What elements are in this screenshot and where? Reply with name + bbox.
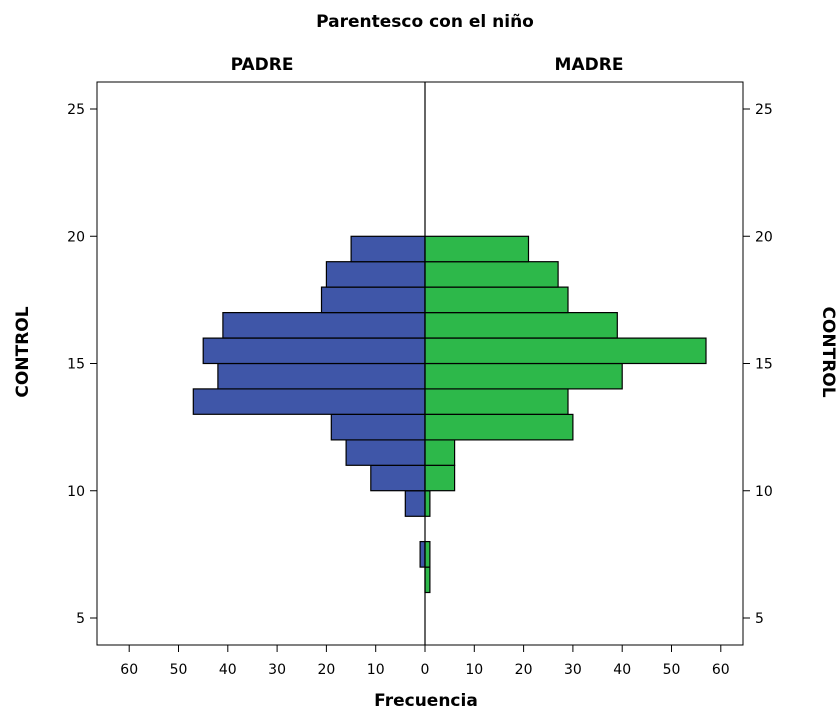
- bar-padre-0: [404, 490, 426, 517]
- y-tick-label-left-10: 10: [67, 484, 85, 500]
- bar-madre-0: [424, 566, 431, 594]
- x-axis: 0 10 10 20 20 30 30 40 40 50 50 60 60: [120, 645, 730, 678]
- bar-madre-2: [424, 490, 431, 517]
- bar-madre-6: [424, 388, 569, 415]
- bar-padre-9: [325, 261, 426, 288]
- y-tick-label-left-25: 25: [67, 102, 85, 118]
- bar-madre-8: [424, 337, 707, 365]
- chart-title: Parentesco con el niño: [316, 12, 534, 32]
- bars-group: [192, 235, 707, 594]
- bar-madre-7: [424, 362, 623, 390]
- bar-padre-4: [192, 388, 426, 415]
- x-tick-label-left-60: 60: [120, 662, 138, 678]
- x-tick-label-right-30: 30: [564, 662, 582, 678]
- x-tick-label-right-10: 10: [465, 662, 483, 678]
- x-tick-label-left-50: 50: [170, 662, 188, 678]
- y-axis-left: 5 10 15 20 25: [67, 102, 97, 627]
- y-tick-label-left-5: 5: [76, 611, 85, 627]
- y-tick-label-right-25: 25: [755, 102, 773, 118]
- y-axis-right: 5 10 15 20 25: [743, 102, 773, 627]
- bar-madre-12: [424, 235, 530, 263]
- bar-madre-9: [424, 312, 618, 339]
- x-tick-label-right-0: 0: [421, 662, 430, 678]
- x-tick-label-right-40: 40: [613, 662, 631, 678]
- bar-madre-3: [424, 464, 456, 492]
- bar-padre-7: [222, 312, 426, 339]
- x-tick-label-right-50: 50: [663, 662, 681, 678]
- x-tick-label-left-10: 10: [367, 662, 385, 678]
- y-tick-label-right-5: 5: [755, 611, 764, 627]
- bar-madre-1: [424, 540, 431, 568]
- bar-madre-5: [424, 413, 574, 441]
- bar-padre-5: [217, 362, 426, 390]
- x-tick-label-left-40: 40: [219, 662, 237, 678]
- bar-padre-1: [370, 464, 426, 492]
- x-tick-label-left-30: 30: [268, 662, 286, 678]
- bar-padre-3: [330, 413, 426, 441]
- bar-padre-11: [419, 540, 426, 568]
- x-tick-label-right-60: 60: [712, 662, 730, 678]
- bar-padre-10: [350, 235, 426, 263]
- y-tick-label-right-10: 10: [755, 484, 773, 500]
- bar-padre-8: [320, 286, 426, 314]
- bar-madre-11: [424, 261, 559, 288]
- panel-label-madre: MADRE: [555, 55, 624, 75]
- y-axis-label-right: CONTROL: [818, 306, 838, 397]
- y-tick-label-left-20: 20: [67, 229, 85, 245]
- x-tick-label-right-20: 20: [515, 662, 533, 678]
- y-tick-label-right-15: 15: [755, 357, 773, 373]
- x-axis-label: Frecuencia: [374, 691, 478, 711]
- bar-madre-10: [424, 286, 569, 314]
- panel-label-padre: PADRE: [231, 55, 294, 75]
- bar-padre-2: [345, 439, 426, 466]
- y-tick-label-left-15: 15: [67, 357, 85, 373]
- y-axis-label-left: CONTROL: [13, 306, 33, 397]
- y-tick-label-right-20: 20: [755, 229, 773, 245]
- bar-madre-4: [424, 439, 456, 466]
- x-tick-label-left-20: 20: [317, 662, 335, 678]
- bar-padre-6: [202, 337, 426, 365]
